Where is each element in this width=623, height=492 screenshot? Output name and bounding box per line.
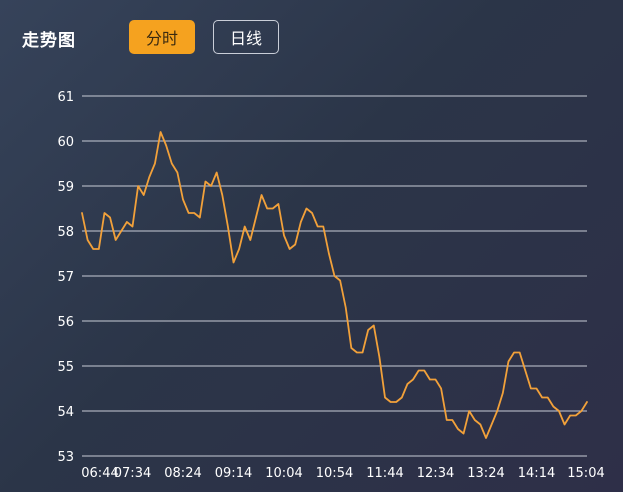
grid-layer [82, 95, 587, 457]
x-tick-label: 06:44 [81, 466, 118, 481]
y-tick-label: 59 [57, 180, 74, 195]
x-tick-label: 12:34 [417, 466, 454, 481]
y-tick-label: 54 [57, 405, 74, 420]
x-tick-label: 10:04 [265, 466, 302, 481]
y-tick-label: 53 [57, 450, 74, 465]
tab-daily[interactable]: 日线 [213, 20, 279, 54]
y-tick-label: 60 [57, 135, 74, 150]
x-tick-label: 08:24 [164, 466, 201, 481]
x-tick-label: 11:44 [366, 466, 403, 481]
x-tick-label: 09:14 [215, 466, 252, 481]
y-tick-label: 55 [57, 360, 74, 375]
series-layer [81, 131, 588, 439]
x-tick-label: 13:24 [467, 466, 504, 481]
page-title: 走势图 [22, 31, 76, 51]
y-tick-label: 61 [57, 90, 74, 105]
x-tick-label: 15:04 [567, 466, 604, 481]
series-line-0 [81, 131, 588, 439]
y-axis-labels: 61 60 59 58 57 56 55 54 53 [57, 90, 74, 465]
x-tick-label: 14:14 [518, 466, 555, 481]
x-tick-label: 07:34 [114, 466, 151, 481]
tab-intraday[interactable]: 分时 [129, 20, 195, 54]
y-tick-label: 58 [57, 225, 74, 240]
x-tick-label: 10:54 [316, 466, 353, 481]
y-tick-label: 56 [57, 315, 74, 330]
y-tick-label: 57 [57, 270, 74, 285]
